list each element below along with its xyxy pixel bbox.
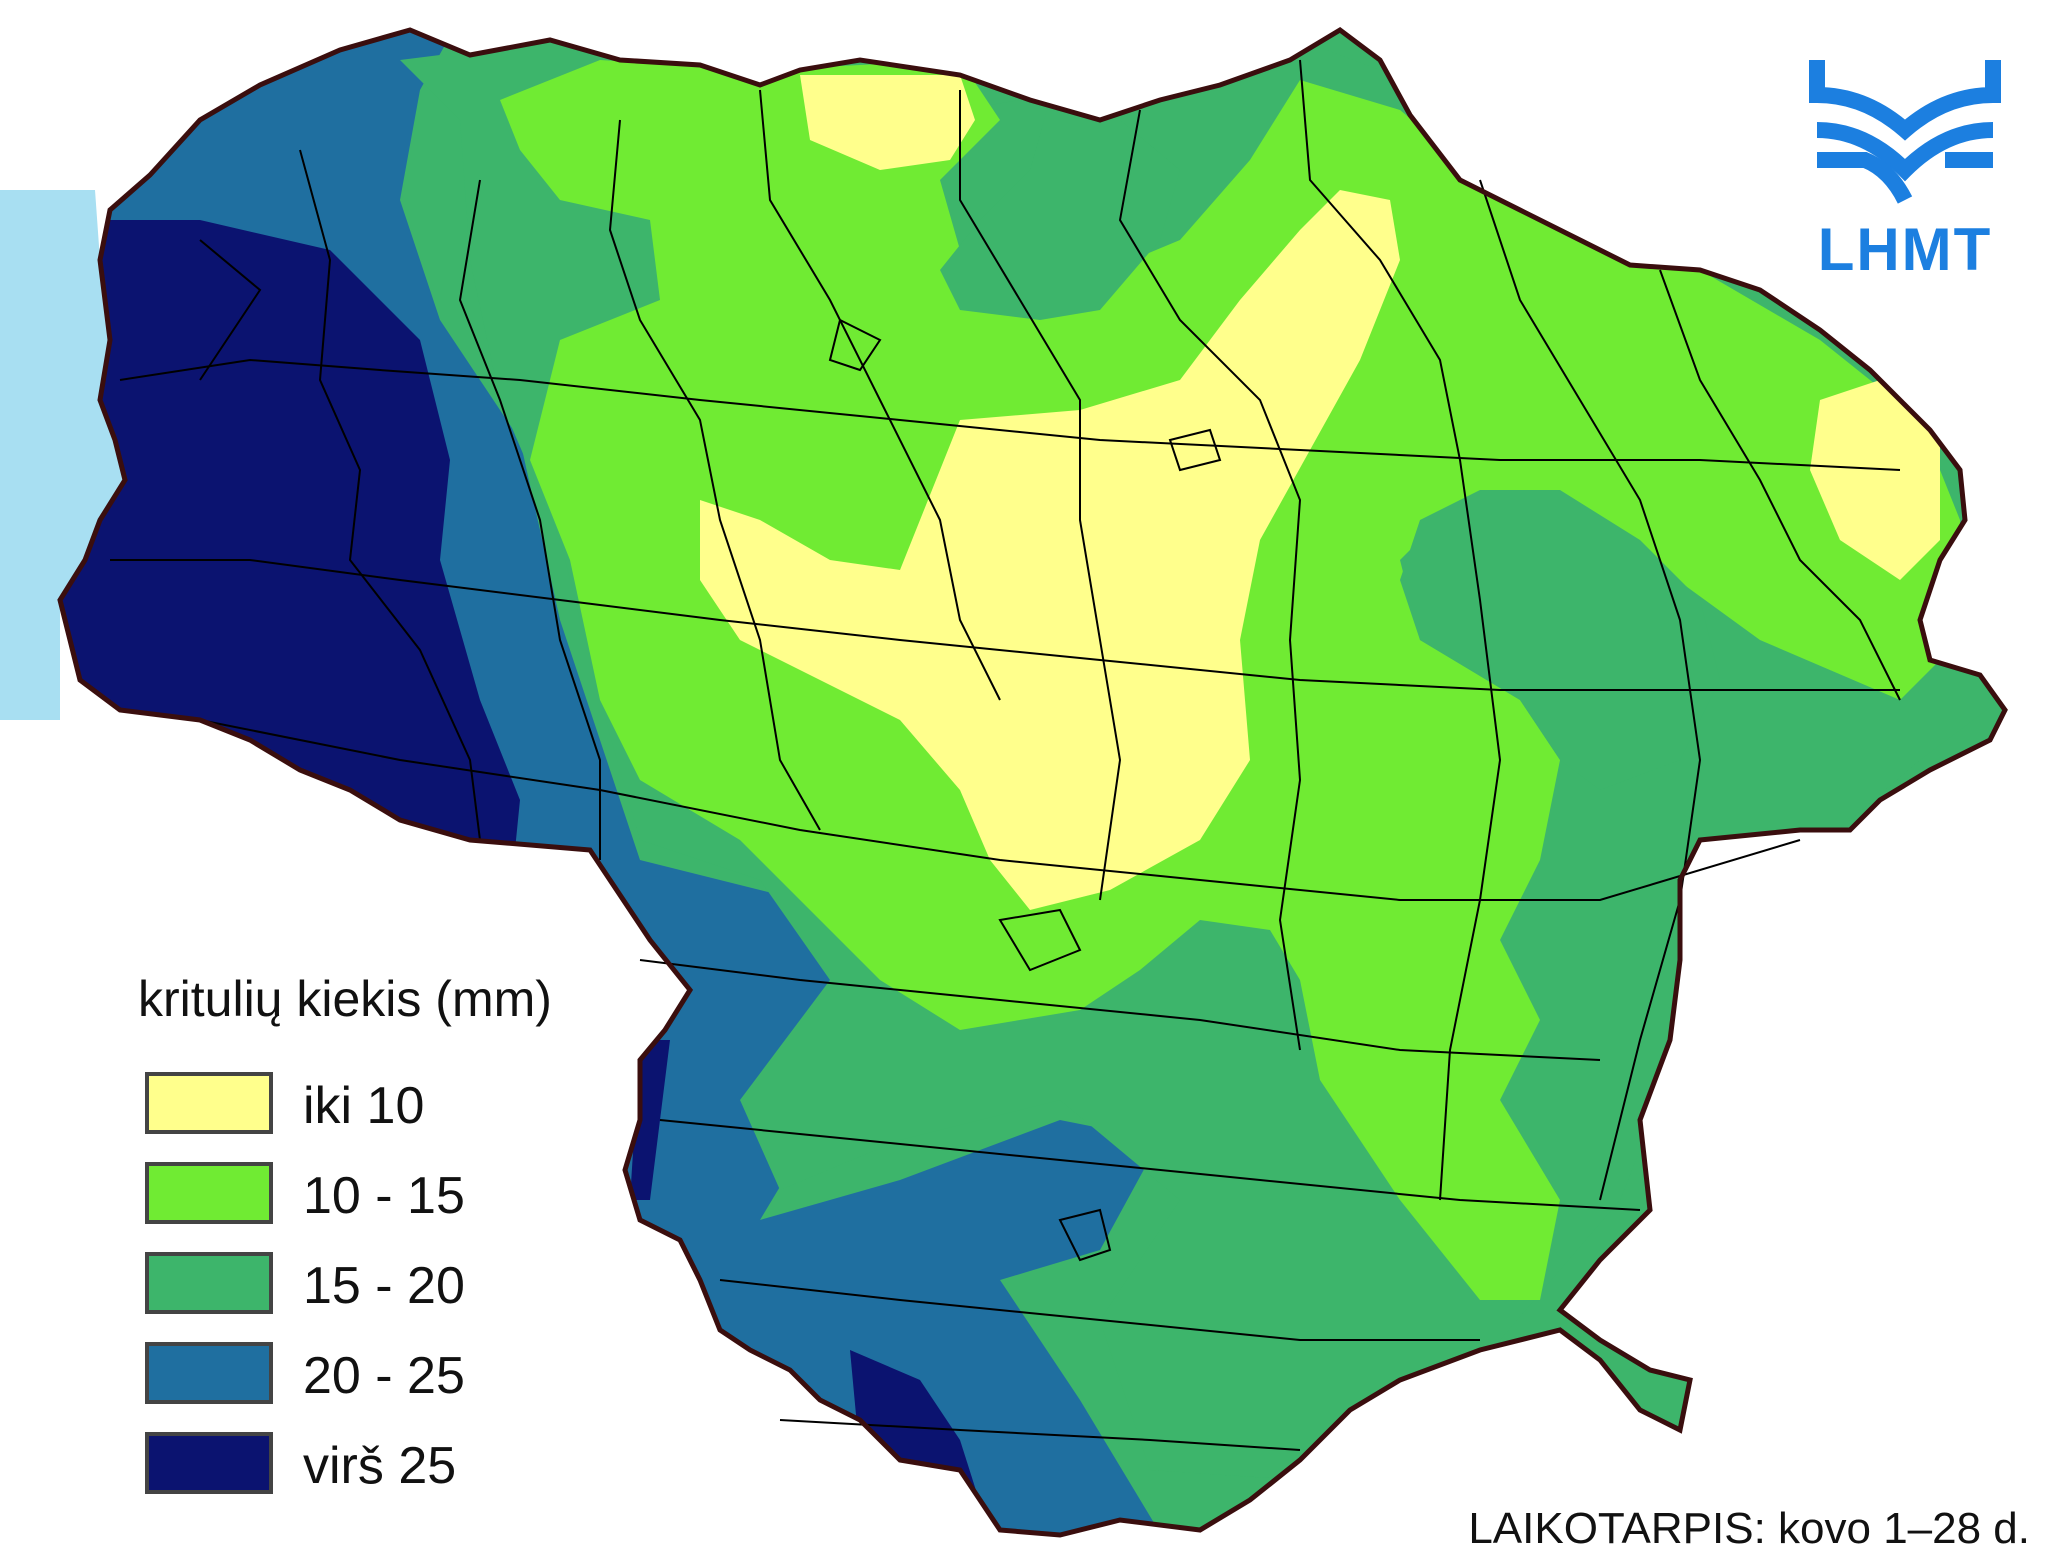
wave-logo-icon [1809,60,2001,204]
legend-swatch [145,1342,273,1404]
legend-item-10-15: 10 - 15 [145,1162,705,1232]
logo-text: LHMT [1817,216,1993,283]
zone-iki-10-east [1810,380,1940,580]
legend-swatch [145,1432,273,1494]
legend-label: 15 - 20 [303,1257,465,1315]
sea-area [0,190,125,720]
legend-label: virš 25 [303,1437,457,1495]
legend-swatch [145,1072,273,1134]
legend-swatch [145,1162,273,1224]
period-label: LAIKOTARPIS: kovo 1–28 d. [1468,1504,2030,1553]
legend-item-iki-10: iki 10 [145,1072,705,1142]
legend-label: iki 10 [303,1077,425,1135]
district-boundaries [110,59,1901,1451]
zone-15-20-east-island [1400,490,1720,790]
legend-item-virs-25: virš 25 [145,1432,705,1502]
legend-title: kritulių kiekis (mm) [138,971,552,1027]
zone-iki-10-center [700,190,1400,910]
legend-label: 10 - 15 [303,1167,465,1225]
legend-item-20-25: 20 - 25 [145,1342,705,1412]
legend-swatch [145,1252,273,1314]
zone-iki-10-north [800,75,975,170]
legend-item-15-20: 15 - 20 [145,1252,705,1322]
legend-label: 20 - 25 [303,1347,465,1405]
lhmt-logo: LHMT [1805,50,2005,283]
